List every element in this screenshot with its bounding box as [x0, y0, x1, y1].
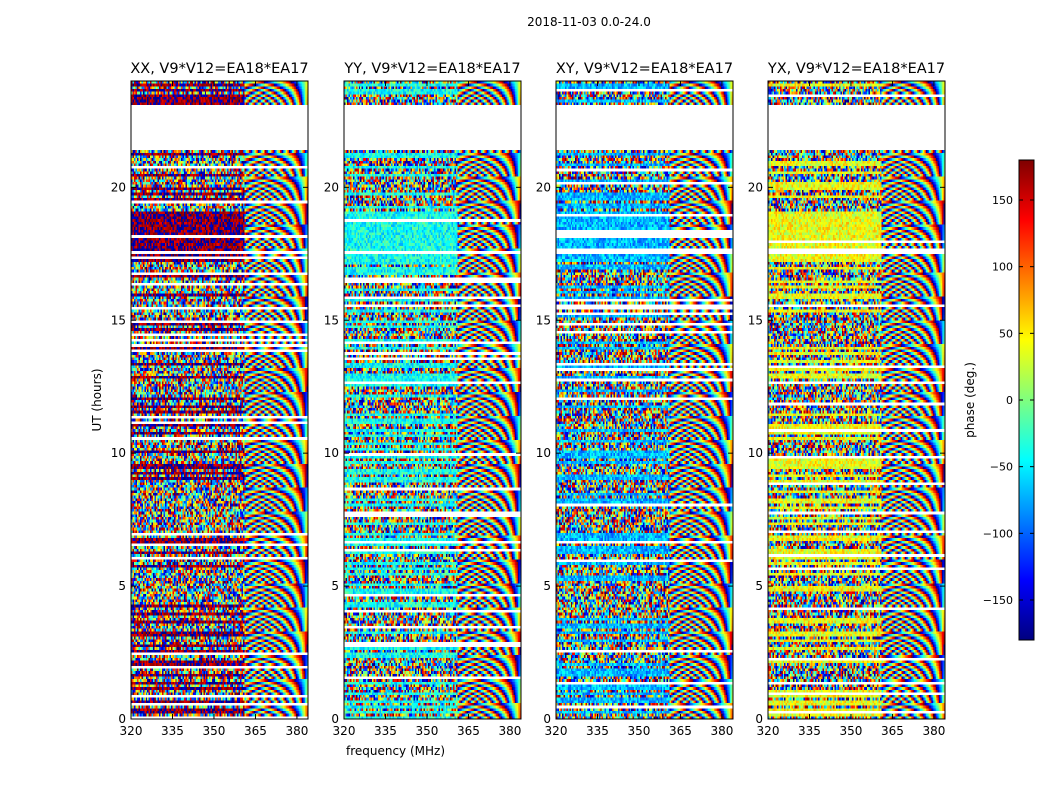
- colorbar-tick-label-4: −50: [990, 461, 1013, 474]
- x-tick-label-2-1: 335: [586, 724, 609, 738]
- y-tick-label-0-3: 15: [111, 313, 126, 327]
- x-tick-label-2-2: 350: [628, 724, 651, 738]
- heatmap-raster-3: [768, 81, 945, 719]
- y-tick-label-0-0: 0: [118, 712, 126, 726]
- x-tick-label-0-0: 320: [120, 724, 143, 738]
- colorbar-tick-label-1: 100: [992, 261, 1013, 274]
- x-tick-label-1-2: 350: [416, 724, 439, 738]
- y-tick-label-1-2: 10: [324, 446, 339, 460]
- colorbar-tick-label-0: 150: [992, 194, 1013, 207]
- x-tick-label-1-3: 365: [457, 724, 480, 738]
- figure-title: 2018-11-03 0.0-24.0: [527, 15, 651, 29]
- panels: XX, V9*V12=EA18*EA17 320 335 350 365 380 0 5 10 1…: [90, 61, 946, 758]
- y-tick-label-0-4: 20: [111, 180, 126, 194]
- y-tick-label-1-0: 0: [331, 712, 339, 726]
- x-tick-label-3-0: 320: [757, 724, 780, 738]
- y-tick-label-2-1: 5: [543, 579, 551, 593]
- panel-frame-2: [555, 80, 734, 720]
- x-tick-label-3-2: 350: [840, 724, 863, 738]
- panel-title-3: YX, V9*V12=EA18*EA17: [767, 61, 945, 77]
- y-tick-label-1-3: 15: [324, 313, 339, 327]
- y-tick-label-3-1: 5: [755, 579, 763, 593]
- colorbar-tick-label-2: 50: [999, 327, 1013, 340]
- y-tick-label-3-4: 20: [748, 180, 763, 194]
- colorbar-tick-label-5: −100: [983, 527, 1013, 540]
- x-tick-label-0-3: 365: [244, 724, 267, 738]
- x-tick-label-2-0: 320: [545, 724, 568, 738]
- x-tick-label-0-2: 350: [203, 724, 226, 738]
- x-axis-label: frequency (MHz): [346, 744, 445, 758]
- colorbar: 150 100 50 0 −50 −100 −150 phase (deg.): [963, 159, 1035, 641]
- y-tick-label-1-4: 20: [324, 180, 339, 194]
- x-tick-label-3-4: 380: [922, 724, 945, 738]
- x-tick-label-0-4: 380: [285, 724, 308, 738]
- y-tick-label-3-3: 15: [748, 313, 763, 327]
- panel-0: XX, V9*V12=EA18*EA17 320 335 350 365 380 0 5 10 1…: [90, 61, 309, 738]
- panel-frame-1: [343, 80, 522, 720]
- y-tick-label-0-1: 5: [118, 579, 126, 593]
- x-tick-label-3-3: 365: [881, 724, 904, 738]
- colorbar-label: phase (deg.): [963, 362, 977, 438]
- panel-frame-0: [130, 80, 309, 720]
- y-tick-label-2-4: 20: [536, 180, 551, 194]
- panel-1: YY, V9*V12=EA18*EA17 320 335 350 365 380 0 5 10 1…: [324, 61, 522, 758]
- y-axis-label: UT (hours): [90, 368, 104, 431]
- colorbar-tick-label-6: −150: [983, 594, 1013, 607]
- x-tick-label-0-1: 335: [161, 724, 184, 738]
- x-tick-label-3-1: 335: [798, 724, 821, 738]
- panel-3: YX, V9*V12=EA18*EA17 320 335 350 365 380 0 5 10 1…: [748, 61, 946, 738]
- heatmap-raster-0: [131, 81, 308, 719]
- panel-title-2: XY, V9*V12=EA18*EA17: [556, 61, 733, 77]
- y-tick-label-3-2: 10: [748, 446, 763, 460]
- y-tick-label-2-3: 15: [536, 313, 551, 327]
- x-tick-label-2-4: 380: [710, 724, 733, 738]
- x-tick-label-1-1: 335: [374, 724, 397, 738]
- y-tick-label-2-0: 0: [543, 712, 551, 726]
- y-tick-label-0-2: 10: [111, 446, 126, 460]
- panel-title-0: XX, V9*V12=EA18*EA17: [130, 61, 308, 77]
- heatmap-raster-1: [344, 81, 521, 719]
- x-tick-label-1-0: 320: [333, 724, 356, 738]
- panel-frame-3: [767, 80, 946, 720]
- x-tick-label-2-3: 365: [669, 724, 692, 738]
- y-tick-label-2-2: 10: [536, 446, 551, 460]
- y-tick-label-3-0: 0: [755, 712, 763, 726]
- x-tick-label-1-4: 380: [498, 724, 521, 738]
- y-tick-label-1-1: 5: [331, 579, 339, 593]
- heatmap-raster-2: [556, 81, 733, 719]
- panel-title-1: YY, V9*V12=EA18*EA17: [343, 61, 520, 77]
- colorbar-tick-label-3: 0: [1006, 394, 1013, 407]
- panel-2: XY, V9*V12=EA18*EA17 320 335 350 365 380 0 5 10 1…: [536, 61, 734, 738]
